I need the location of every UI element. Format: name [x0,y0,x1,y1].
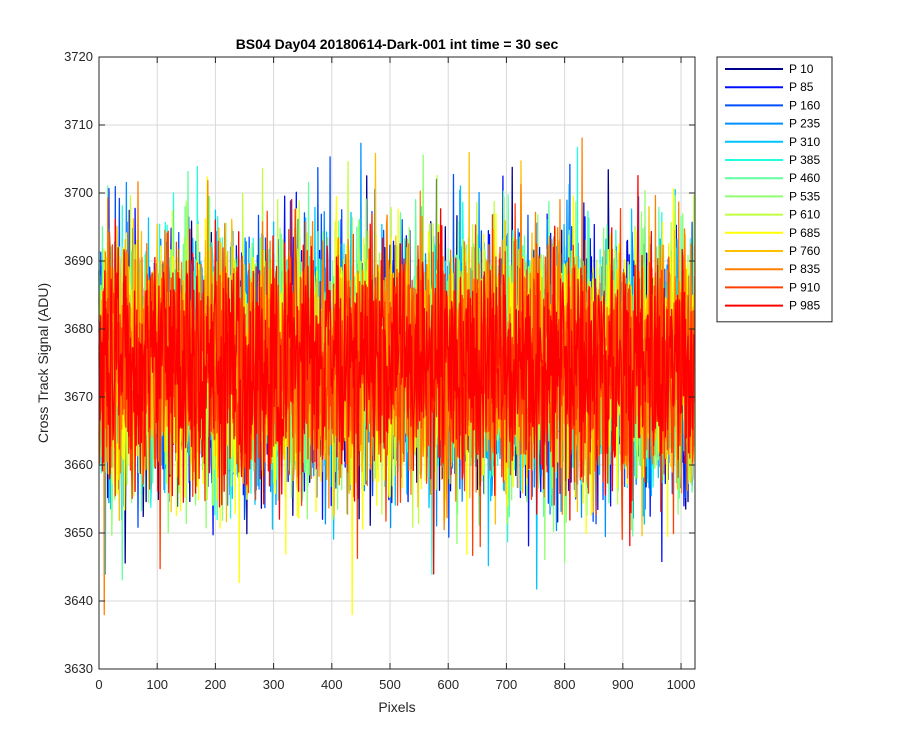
y-tick-label: 3710 [64,117,93,132]
y-tick-label: 3670 [64,389,93,404]
legend-label: P 160 [789,98,820,112]
x-tick-label: 800 [554,677,576,692]
y-axis-label: Cross Track Signal (ADU) [35,283,51,443]
y-tick-label: 3660 [64,457,93,472]
x-tick-label: 300 [263,677,285,692]
x-tick-label: 200 [205,677,227,692]
legend-label: P 685 [789,226,820,240]
chart-title: BS04 Day04 20180614-Dark-001 int time = … [236,36,559,52]
series-line-p985 [98,175,696,575]
y-tick-label: 3690 [64,253,93,268]
y-tick-label: 3700 [64,185,93,200]
x-axis: 0 100 200 300 400 500 600 700 800 900 1000 [95,57,695,692]
legend-label: P 535 [789,189,820,203]
x-tick-label: 900 [612,677,634,692]
legend-label: P 85 [789,80,814,94]
series-lines [98,137,696,616]
legend-label: P 385 [789,153,820,167]
legend-label: P 310 [789,135,820,149]
legend-label: P 610 [789,208,820,222]
x-tick-label: 600 [437,677,459,692]
legend-label: P 910 [789,280,820,294]
x-tick-label: 0 [95,677,102,692]
y-axis: 3630 3640 3650 3660 3670 3680 3690 3700 3710 3720 [64,49,695,676]
legend-label: P 460 [789,171,820,185]
legend-label: P 835 [789,262,820,276]
legend-label: P 10 [789,62,814,76]
legend-box [716,56,833,323]
y-tick-label: 3680 [64,321,93,336]
x-tick-label: 100 [146,677,168,692]
y-tick-label: 3640 [64,593,93,608]
x-tick-label: 700 [496,677,518,692]
legend-label: P 760 [789,244,820,258]
y-tick-label: 3630 [64,661,93,676]
plot-frame [98,56,696,670]
x-tick-label: 400 [321,677,343,692]
x-tick-label: 1000 [667,677,696,692]
x-tick-label: 500 [379,677,401,692]
legend-label: P 235 [789,117,820,131]
y-tick-label: 3650 [64,525,93,540]
legend-label: P 985 [789,299,820,313]
y-tick-label: 3720 [64,49,93,64]
x-axis-label: Pixels [378,699,415,715]
legend: P 10 P 85 P 160 P 235 P 310 P 385 P 460 P 535 P … [716,56,833,323]
